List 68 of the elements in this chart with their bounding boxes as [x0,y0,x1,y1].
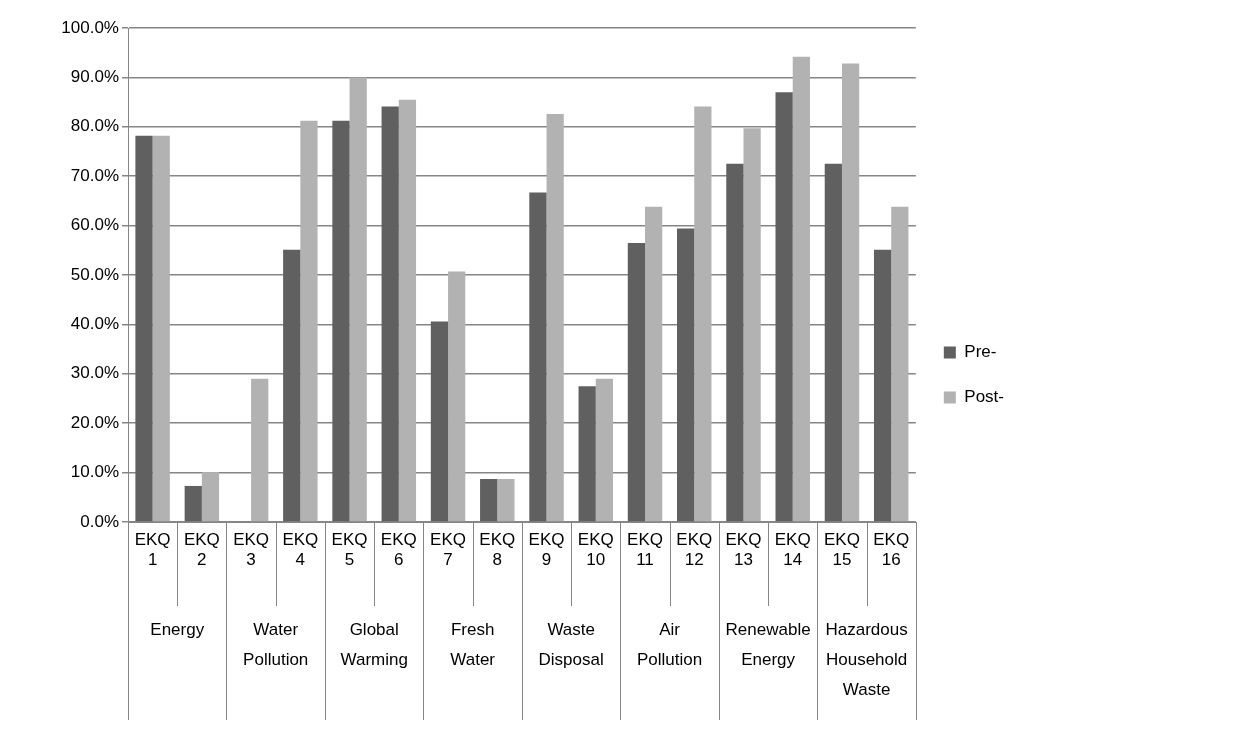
text: Water Pollution [243,620,309,670]
y-tick-label: 80.0% [70,116,119,136]
bar [792,56,810,522]
text: Renewable Energy [725,620,811,670]
bar [726,163,744,522]
bar [595,378,613,522]
bar [480,479,498,522]
bar [497,479,515,522]
legend-label: Pre- [964,342,997,362]
text: Energy [150,620,205,640]
x-tick-label: EKQ 6 [380,529,417,570]
x-tick-label: EKQ 8 [479,529,516,570]
y-tick-label: 100.0% [61,17,119,37]
bar [430,321,449,522]
x-tick-label: EKQ 10 [577,529,614,570]
y-tick-label: 10.0% [70,462,119,482]
x-tick-label: EKQ 16 [873,529,910,570]
x-tick-label: EKQ 11 [627,529,663,570]
text: Hazardous Household Waste [825,620,908,700]
text: Waste Disposal [538,620,604,670]
y-tick-label: 60.0% [70,215,119,235]
y-tick-label: 50.0% [70,264,119,284]
bar [578,386,596,522]
bar [775,92,793,522]
x-tick-label: EKQ 13 [725,529,762,570]
bar [283,249,301,522]
bar [184,485,202,522]
legend-label: Post- [964,387,1005,407]
bar [891,206,909,522]
bar [448,271,466,522]
bar [381,106,399,522]
bar [546,113,564,522]
bar [677,228,695,522]
bar [873,249,892,522]
x-tick-label: EKQ 3 [233,529,270,570]
x-tick-label: EKQ 4 [282,529,319,570]
text: Fresh Water [450,620,496,670]
x-tick-label: EKQ 9 [528,529,565,570]
bar [694,106,712,522]
y-tick-label: 30.0% [70,363,119,383]
x-tick-label: EKQ 14 [774,529,811,570]
y-tick-label: 70.0% [70,165,119,185]
bar [627,242,646,522]
x-tick-label: EKQ 5 [331,529,368,570]
y-tick-label: 40.0% [70,314,119,334]
text: Global Warming [340,620,408,670]
bar [135,135,153,522]
x-tick-label: EKQ 15 [824,529,860,570]
bar [824,163,842,522]
bar [398,99,417,522]
y-tick-label: 0.0% [80,511,119,531]
bar [152,135,170,522]
bar [201,472,220,522]
bar [332,120,350,522]
bar [743,128,761,522]
y-tick-label: 20.0% [70,412,119,432]
x-tick-label: EKQ 1 [134,529,171,570]
bar [349,77,367,522]
bar [841,63,860,522]
x-tick-label: EKQ 12 [676,529,713,570]
bar [645,206,663,522]
bar [251,378,269,522]
bar [529,192,547,522]
x-tick-label: EKQ 7 [430,529,467,570]
bar [300,120,318,522]
y-tick-label: 90.0% [70,67,119,87]
text: Air Pollution [637,620,703,670]
x-tick-label: EKQ 2 [183,529,220,570]
